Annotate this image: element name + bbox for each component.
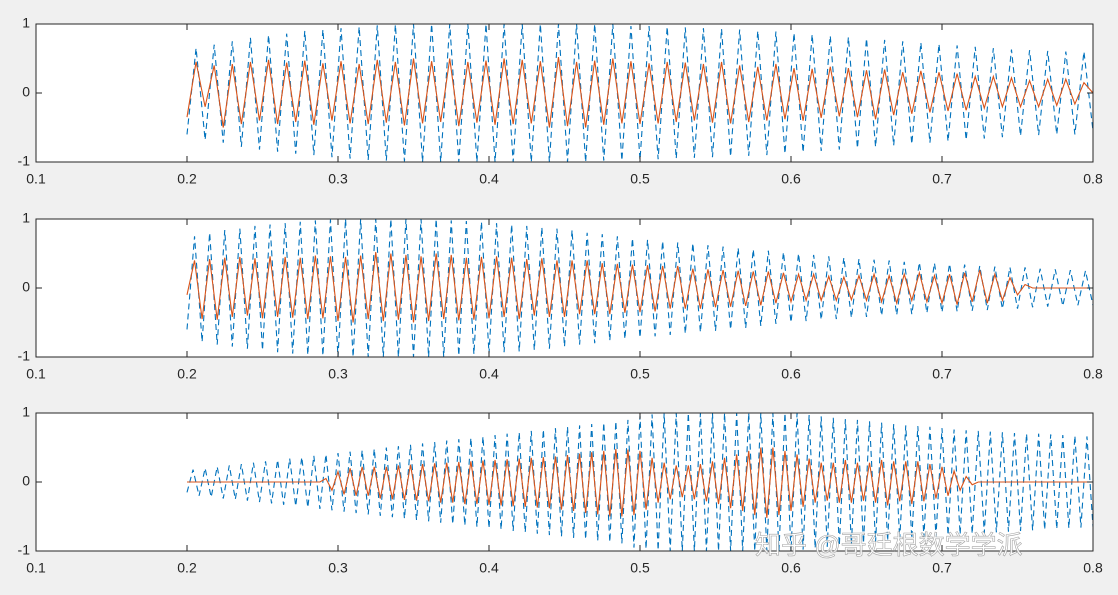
plot-area [36, 219, 1093, 357]
plot-area [36, 24, 1093, 162]
x-tick-label: 0.2 [177, 171, 197, 187]
x-tick-label: 0.3 [328, 171, 348, 187]
x-tick-label: 0.6 [781, 366, 801, 382]
x-tick-label: 0.2 [177, 366, 197, 382]
y-tick-label: 1 [22, 404, 30, 420]
x-tick-label: 0.7 [932, 171, 952, 187]
x-tick-label: 0.7 [932, 560, 952, 576]
x-tick-label: 0.4 [479, 366, 499, 382]
data-line [186, 57, 1093, 128]
x-tick-label: 0.8 [1083, 366, 1103, 382]
y-tick-label: 0 [22, 84, 30, 100]
data-line [187, 447, 1093, 518]
axes: 0.1 0.2 0.3 0.4 0.5 0.6 0.7 0.8 -1 0 1 [18, 15, 1103, 187]
x-tick-label: 0.2 [177, 560, 197, 576]
x-tick-label: 0.1 [26, 171, 46, 187]
y-tick-label: -1 [18, 542, 31, 558]
x-tick-label: 0.1 [26, 560, 46, 576]
x-tick-label: 0.3 [328, 366, 348, 382]
y-tick-label: 0 [22, 279, 30, 295]
y-tick-label: -1 [18, 153, 31, 169]
x-tick-label: 0.5 [630, 560, 650, 576]
x-tick-label: 0.3 [328, 560, 348, 576]
y-tick-label: 0 [22, 473, 30, 489]
x-tick-label: 0.8 [1083, 560, 1103, 576]
x-tick-label: 0.5 [630, 366, 650, 382]
y-tick-label: -1 [18, 348, 31, 364]
x-tick-label: 0.4 [479, 171, 499, 187]
x-tick-label: 0.5 [630, 171, 650, 187]
y-tick-label: 1 [22, 15, 30, 31]
data-line [186, 252, 1093, 323]
x-tick-label: 0.6 [781, 171, 801, 187]
data-line [186, 24, 1093, 162]
x-tick-label: 0.8 [1083, 171, 1103, 187]
x-tick-label: 0.1 [26, 366, 46, 382]
axes: 0.1 0.2 0.3 0.4 0.5 0.6 0.7 0.8 -1 0 1 [18, 404, 1103, 576]
x-tick-label: 0.6 [781, 560, 801, 576]
y-tick-label: 1 [22, 210, 30, 226]
x-tick-label: 0.7 [932, 366, 952, 382]
watermark: 知乎 @哥廷根数学学派 [755, 530, 1023, 560]
axes: 0.1 0.2 0.3 0.4 0.5 0.6 0.7 0.8 -1 0 1 [18, 210, 1103, 382]
x-tick-label: 0.4 [479, 560, 499, 576]
